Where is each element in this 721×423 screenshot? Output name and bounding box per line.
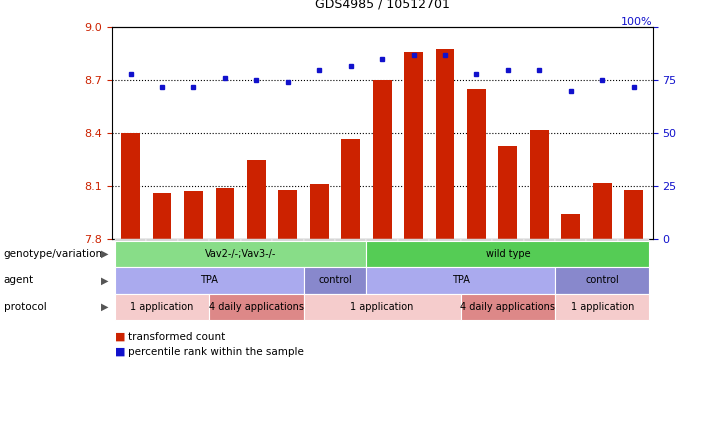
Bar [562,214,580,239]
Text: control: control [585,275,619,286]
Text: 4 daily applications: 4 daily applications [461,302,555,312]
Text: protocol: protocol [4,302,46,312]
Bar [121,133,140,239]
Bar [498,146,517,239]
Bar [153,193,172,239]
Text: TPA: TPA [200,275,218,286]
Bar [624,190,643,239]
Text: ▶: ▶ [101,302,108,312]
Bar [404,52,423,239]
Text: percentile rank within the sample: percentile rank within the sample [128,346,304,357]
Bar [373,80,392,239]
Bar [310,184,329,239]
Text: control: control [318,275,352,286]
Text: wild type: wild type [485,249,530,259]
Text: ▶: ▶ [101,275,108,286]
Bar [467,89,486,239]
Bar [341,139,360,239]
Text: ■: ■ [115,332,126,342]
Text: 1 application: 1 application [570,302,634,312]
Bar [247,160,266,239]
Text: genotype/variation: genotype/variation [4,249,102,259]
Bar [184,192,203,239]
Text: 100%: 100% [621,17,653,27]
Text: Vav2-/-;Vav3-/-: Vav2-/-;Vav3-/- [205,249,276,259]
Bar [530,130,549,239]
Bar [593,183,611,239]
Text: transformed count: transformed count [128,332,225,342]
Text: 1 application: 1 application [350,302,414,312]
Text: agent: agent [4,275,34,286]
Text: 1 application: 1 application [131,302,194,312]
Text: 4 daily applications: 4 daily applications [209,302,304,312]
Text: ■: ■ [115,346,126,357]
Bar [278,190,297,239]
Text: GDS4985 / 10512701: GDS4985 / 10512701 [314,0,450,11]
Text: TPA: TPA [452,275,469,286]
Bar [435,49,454,239]
Text: ▶: ▶ [101,249,108,259]
Bar [216,188,234,239]
